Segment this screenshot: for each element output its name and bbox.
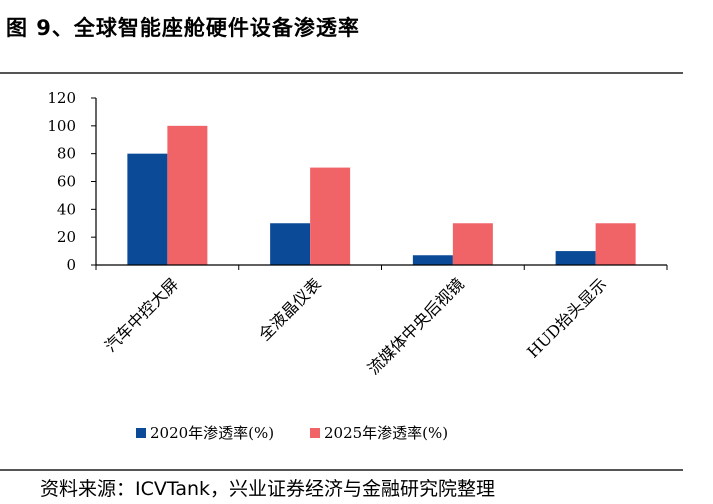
bar-2025 [595,223,636,265]
y-tick-label: 0 [66,256,76,274]
bar-2020 [412,255,453,265]
x-category-label: 流媒体中央后视镜 [364,274,468,378]
legend-swatch-2025 [310,428,320,438]
bar-2020 [127,153,168,265]
y-tick-label: 80 [57,145,76,163]
y-tick-label: 100 [47,117,76,135]
legend-label-2020: 2020年渗透率(%) [150,424,274,442]
y-tick-label: 60 [57,173,76,191]
legend-label-2025: 2025年渗透率(%) [324,424,448,442]
bar-2025 [167,125,208,265]
legend-swatch-2020 [136,428,146,438]
source-note: 资料来源：ICVTank，兴业证券经济与金融研究院整理 [40,478,496,500]
bar-2025 [310,167,351,265]
figure-title: 图 9、全球智能座舱硬件设备渗透率 [6,16,360,40]
top-rule [0,72,683,74]
y-axis: 0 20 40 60 80 100 120 [47,89,97,274]
y-tick-label: 40 [57,200,76,218]
bar-2020 [555,251,596,265]
y-tick-label: 20 [57,228,76,246]
x-category-label: 汽车中控大屏 [101,274,182,355]
bar-2020 [270,223,311,265]
x-axis: 汽车中控大屏 全液晶仪表 流媒体中央后视镜 HUD抬头显示 [95,264,668,378]
x-category-label: 全液晶仪表 [255,274,325,344]
bottom-rule [0,469,683,471]
bars-group [127,125,636,265]
y-tick-label: 120 [47,89,76,107]
x-category-label: HUD抬头显示 [523,274,610,361]
legend: 2020年渗透率(%) 2025年渗透率(%) [136,424,448,442]
bar-2025 [452,223,493,265]
